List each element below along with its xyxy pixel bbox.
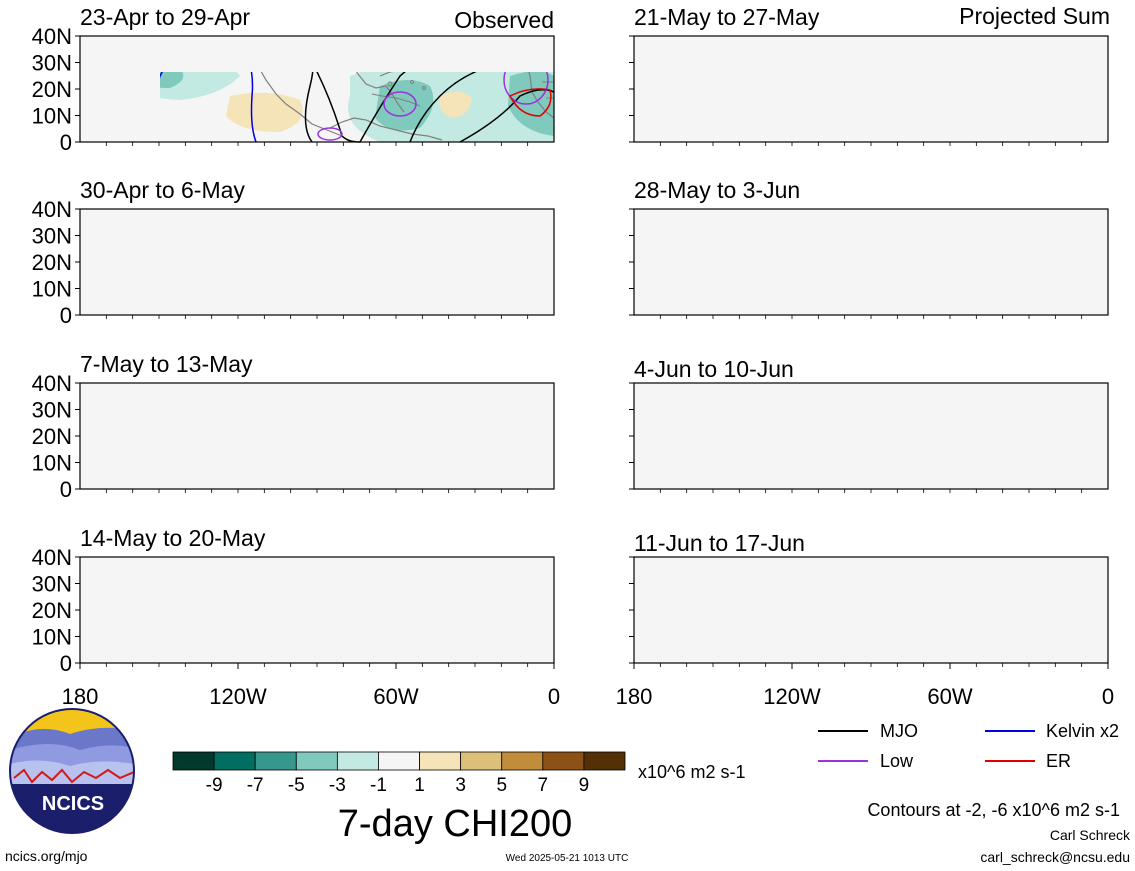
map-panel-obs3 [79, 382, 555, 490]
x-axis-ticks: 180 120W 60W 0 180 120W 60W 0 [62, 142, 1114, 709]
x-tick-label: 180 [616, 684, 653, 709]
legend-label-er: ER [1046, 751, 1071, 771]
colorbar-label: -5 [288, 775, 305, 796]
panel-title-prj4: 11-Jun to 17-Jun [634, 530, 805, 556]
colorbar-swatch [460, 751, 503, 771]
colorbar-swatch [295, 751, 338, 771]
colorbar-swatch [378, 751, 420, 771]
colorbar-swatch [254, 751, 297, 771]
observed-column-label: Observed [454, 7, 554, 33]
y-tick-label: 40N [32, 545, 72, 570]
map-panel-obs1 [79, 35, 555, 143]
y-tick-label: 30N [32, 224, 72, 249]
y-tick-label: 10N [32, 625, 72, 650]
x-tick-label: 120W [209, 684, 267, 709]
legend-label-mjo: MJO [880, 721, 918, 741]
y-tick-label: 10N [32, 277, 72, 302]
contour-note: Contours at -2, -6 x10^6 m2 s-1 [867, 800, 1120, 820]
colorbar-label: -3 [329, 775, 346, 796]
x-tick-label: 60W [373, 684, 418, 709]
x-tick-label: 60W [927, 684, 972, 709]
panel-title-obs3: 7-May to 13-May [80, 351, 253, 377]
timestamp: Wed 2025-05-21 1013 UTC [506, 853, 629, 864]
figure-title: 7-day CHI200 [338, 803, 572, 845]
map-panel-obs4 [79, 556, 555, 664]
y-tick-label: 0 [60, 477, 72, 502]
colorbar-label: 1 [414, 775, 425, 796]
x-tick-label: 180 [62, 684, 99, 709]
projected-column-label: Projected Sum [959, 3, 1110, 29]
logo-text: NCICS [42, 793, 104, 815]
y-tick-label: 20N [32, 250, 72, 275]
panel-title-prj3: 4-Jun to 10-Jun [634, 356, 794, 382]
map-panel-prj2 [633, 208, 1109, 316]
colorbar-swatch [419, 751, 462, 771]
colorbar-label: 5 [496, 775, 507, 796]
colorbar-label: -9 [206, 775, 223, 796]
y-tick-label: 40N [32, 197, 72, 222]
y-tick-label: 0 [60, 651, 72, 676]
legend: MJO Kelvin x2 Low ER [818, 721, 1119, 771]
colorbar: -9 -7 -5 -3 -1 1 3 5 7 9 [172, 751, 626, 796]
author-name: Carl Schreck [1050, 827, 1131, 843]
panel-title-obs1: 23-Apr to 29-Apr [80, 4, 250, 30]
colorbar-swatch [542, 751, 585, 771]
source-url[interactable]: ncics.org/mjo [5, 848, 88, 864]
y-tick-label: 20N [32, 424, 72, 449]
panel-title-obs4: 14-May to 20-May [80, 525, 266, 551]
y-tick-label: 0 [60, 130, 72, 155]
x-tick-label: 0 [548, 684, 560, 709]
map-panel-prj4 [633, 556, 1109, 664]
colorbar-label: -1 [370, 775, 387, 796]
colorbar-swatch [501, 751, 544, 771]
ncics-logo: NCICS [9, 708, 135, 834]
map-panel-prj1 [633, 35, 1109, 143]
y-tick-label: 30N [32, 572, 72, 597]
y-tick-label: 20N [32, 598, 72, 623]
y-tick-label: 0 [60, 303, 72, 328]
y-tick-label: 20N [32, 77, 72, 102]
colorbar-label: -7 [247, 775, 264, 796]
colorbar-swatch [172, 751, 215, 771]
panel-title-prj2: 28-May to 3-Jun [634, 177, 800, 203]
x-tick-label: 0 [1102, 684, 1114, 709]
y-tick-label: 30N [32, 51, 72, 76]
y-axis-ticks: 40N30N20N10N040N30N20N10N040N30N20N10N04… [32, 24, 634, 676]
x-tick-label: 120W [763, 684, 821, 709]
y-tick-label: 10N [32, 104, 72, 129]
panel-title-obs2: 30-Apr to 6-May [80, 177, 245, 203]
y-tick-label: 40N [32, 371, 72, 396]
map-panel-prj3 [633, 382, 1109, 490]
colorbar-label: 3 [455, 775, 466, 796]
colorbar-units: x10^6 m2 s-1 [638, 762, 746, 782]
y-tick-label: 40N [32, 24, 72, 49]
map-panel-obs2 [79, 208, 555, 316]
colorbar-label: 7 [538, 775, 549, 796]
author-email: carl_schreck@ncsu.edu [980, 849, 1130, 865]
legend-label-low: Low [880, 751, 914, 771]
colorbar-swatch [213, 751, 256, 771]
legend-label-kelvin: Kelvin x2 [1046, 721, 1119, 741]
panel-title-prj1: 21-May to 27-May [634, 4, 820, 30]
colorbar-swatch [583, 751, 626, 771]
colorbar-swatch [336, 751, 379, 771]
y-tick-label: 30N [32, 398, 72, 423]
y-tick-label: 10N [32, 451, 72, 476]
colorbar-label: 9 [579, 775, 590, 796]
